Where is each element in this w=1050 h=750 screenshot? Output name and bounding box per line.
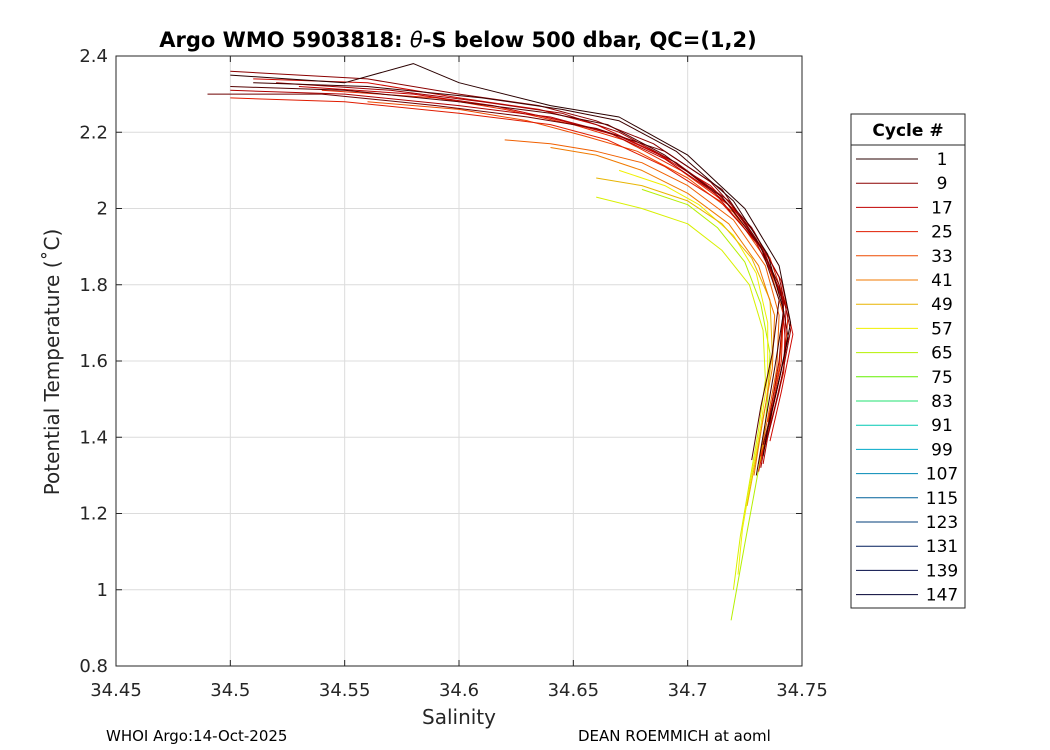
series-line-16 (618, 169, 769, 575)
series-line-17 (596, 196, 766, 590)
legend-label: 115 (926, 489, 958, 509)
series-line-18 (641, 188, 771, 621)
legend-label: 75 (931, 368, 953, 388)
legend-label: 1 (937, 150, 948, 170)
x-tick-label: 34.55 (319, 680, 371, 701)
series-line-9 (253, 78, 794, 442)
axis-ticks (115, 55, 803, 667)
legend-label: 49 (931, 295, 953, 315)
y-tick-label: 2 (97, 199, 108, 220)
legend-label: 17 (931, 198, 953, 218)
legend-label: 123 (926, 513, 958, 533)
legend-label: 33 (931, 247, 953, 267)
y-tick-labels: 0.8 1 1.2 1.4 1.6 1.8 2 2.2 2.4 (79, 46, 108, 677)
legend: Cycle # 1 9 17 25 33 41 49 57 65 75 83 91 99 107 115 12… (850, 113, 966, 609)
legend-label: 147 (926, 586, 958, 606)
series-line-6 (276, 82, 785, 468)
y-tick-label: 1.2 (79, 504, 108, 525)
series-line-10 (230, 97, 785, 472)
legend-label: 9 (937, 174, 948, 194)
series-line-4 (207, 93, 789, 446)
series-line-1 (230, 63, 792, 457)
y-axis-label: Potential Temperature (˚C) (40, 229, 64, 496)
y-tick-label: 1.8 (79, 275, 108, 296)
legend-label: 25 (931, 223, 953, 243)
footer-left: WHOI Argo:14-Oct-2025 (106, 727, 287, 745)
x-tick-label: 34.45 (90, 680, 142, 701)
legend-label: 57 (931, 319, 953, 339)
legend-label: 41 (931, 271, 953, 291)
y-tick-label: 1.4 (79, 427, 108, 448)
legend-label: 131 (926, 537, 958, 557)
y-tick-label: 1.6 (79, 351, 108, 372)
x-tick-label: 34.6 (439, 680, 479, 701)
series-line-14 (550, 147, 776, 476)
y-tick-label: 2.2 (79, 122, 108, 143)
legend-title: Cycle # (872, 121, 943, 141)
chart-title: Argo WMO 5903818: θ-S below 500 dbar, QC… (159, 28, 756, 52)
legend-label: 139 (926, 561, 958, 581)
legend-label: 99 (931, 440, 953, 460)
legend-label: 65 (931, 344, 953, 364)
legend-label: 83 (931, 392, 953, 412)
x-tick-label: 34.5 (210, 680, 250, 701)
legend-box (850, 113, 966, 609)
series-layer (207, 63, 794, 621)
series-line-3 (230, 86, 780, 461)
footer-right: DEAN ROEMMICH at aoml (578, 727, 771, 745)
series-line-2 (253, 82, 785, 476)
legend-entries: 1 9 17 25 33 41 49 57 65 75 83 91 99 107 115 123 131 139 1… (856, 150, 958, 606)
x-axis-label: Salinity (422, 705, 496, 729)
legend-label: 91 (931, 416, 953, 436)
x-tick-label: 34.75 (776, 680, 828, 701)
y-tick-label: 0.8 (79, 656, 108, 677)
y-tick-label: 2.4 (79, 46, 108, 67)
y-tick-label: 1 (97, 580, 108, 601)
legend-label: 107 (926, 465, 958, 485)
x-tick-label: 34.7 (668, 680, 708, 701)
x-tick-labels: 34.45 34.5 34.55 34.6 34.65 34.7 34.75 (90, 680, 828, 701)
x-tick-label: 34.65 (548, 680, 600, 701)
series-line-13 (504, 139, 780, 464)
